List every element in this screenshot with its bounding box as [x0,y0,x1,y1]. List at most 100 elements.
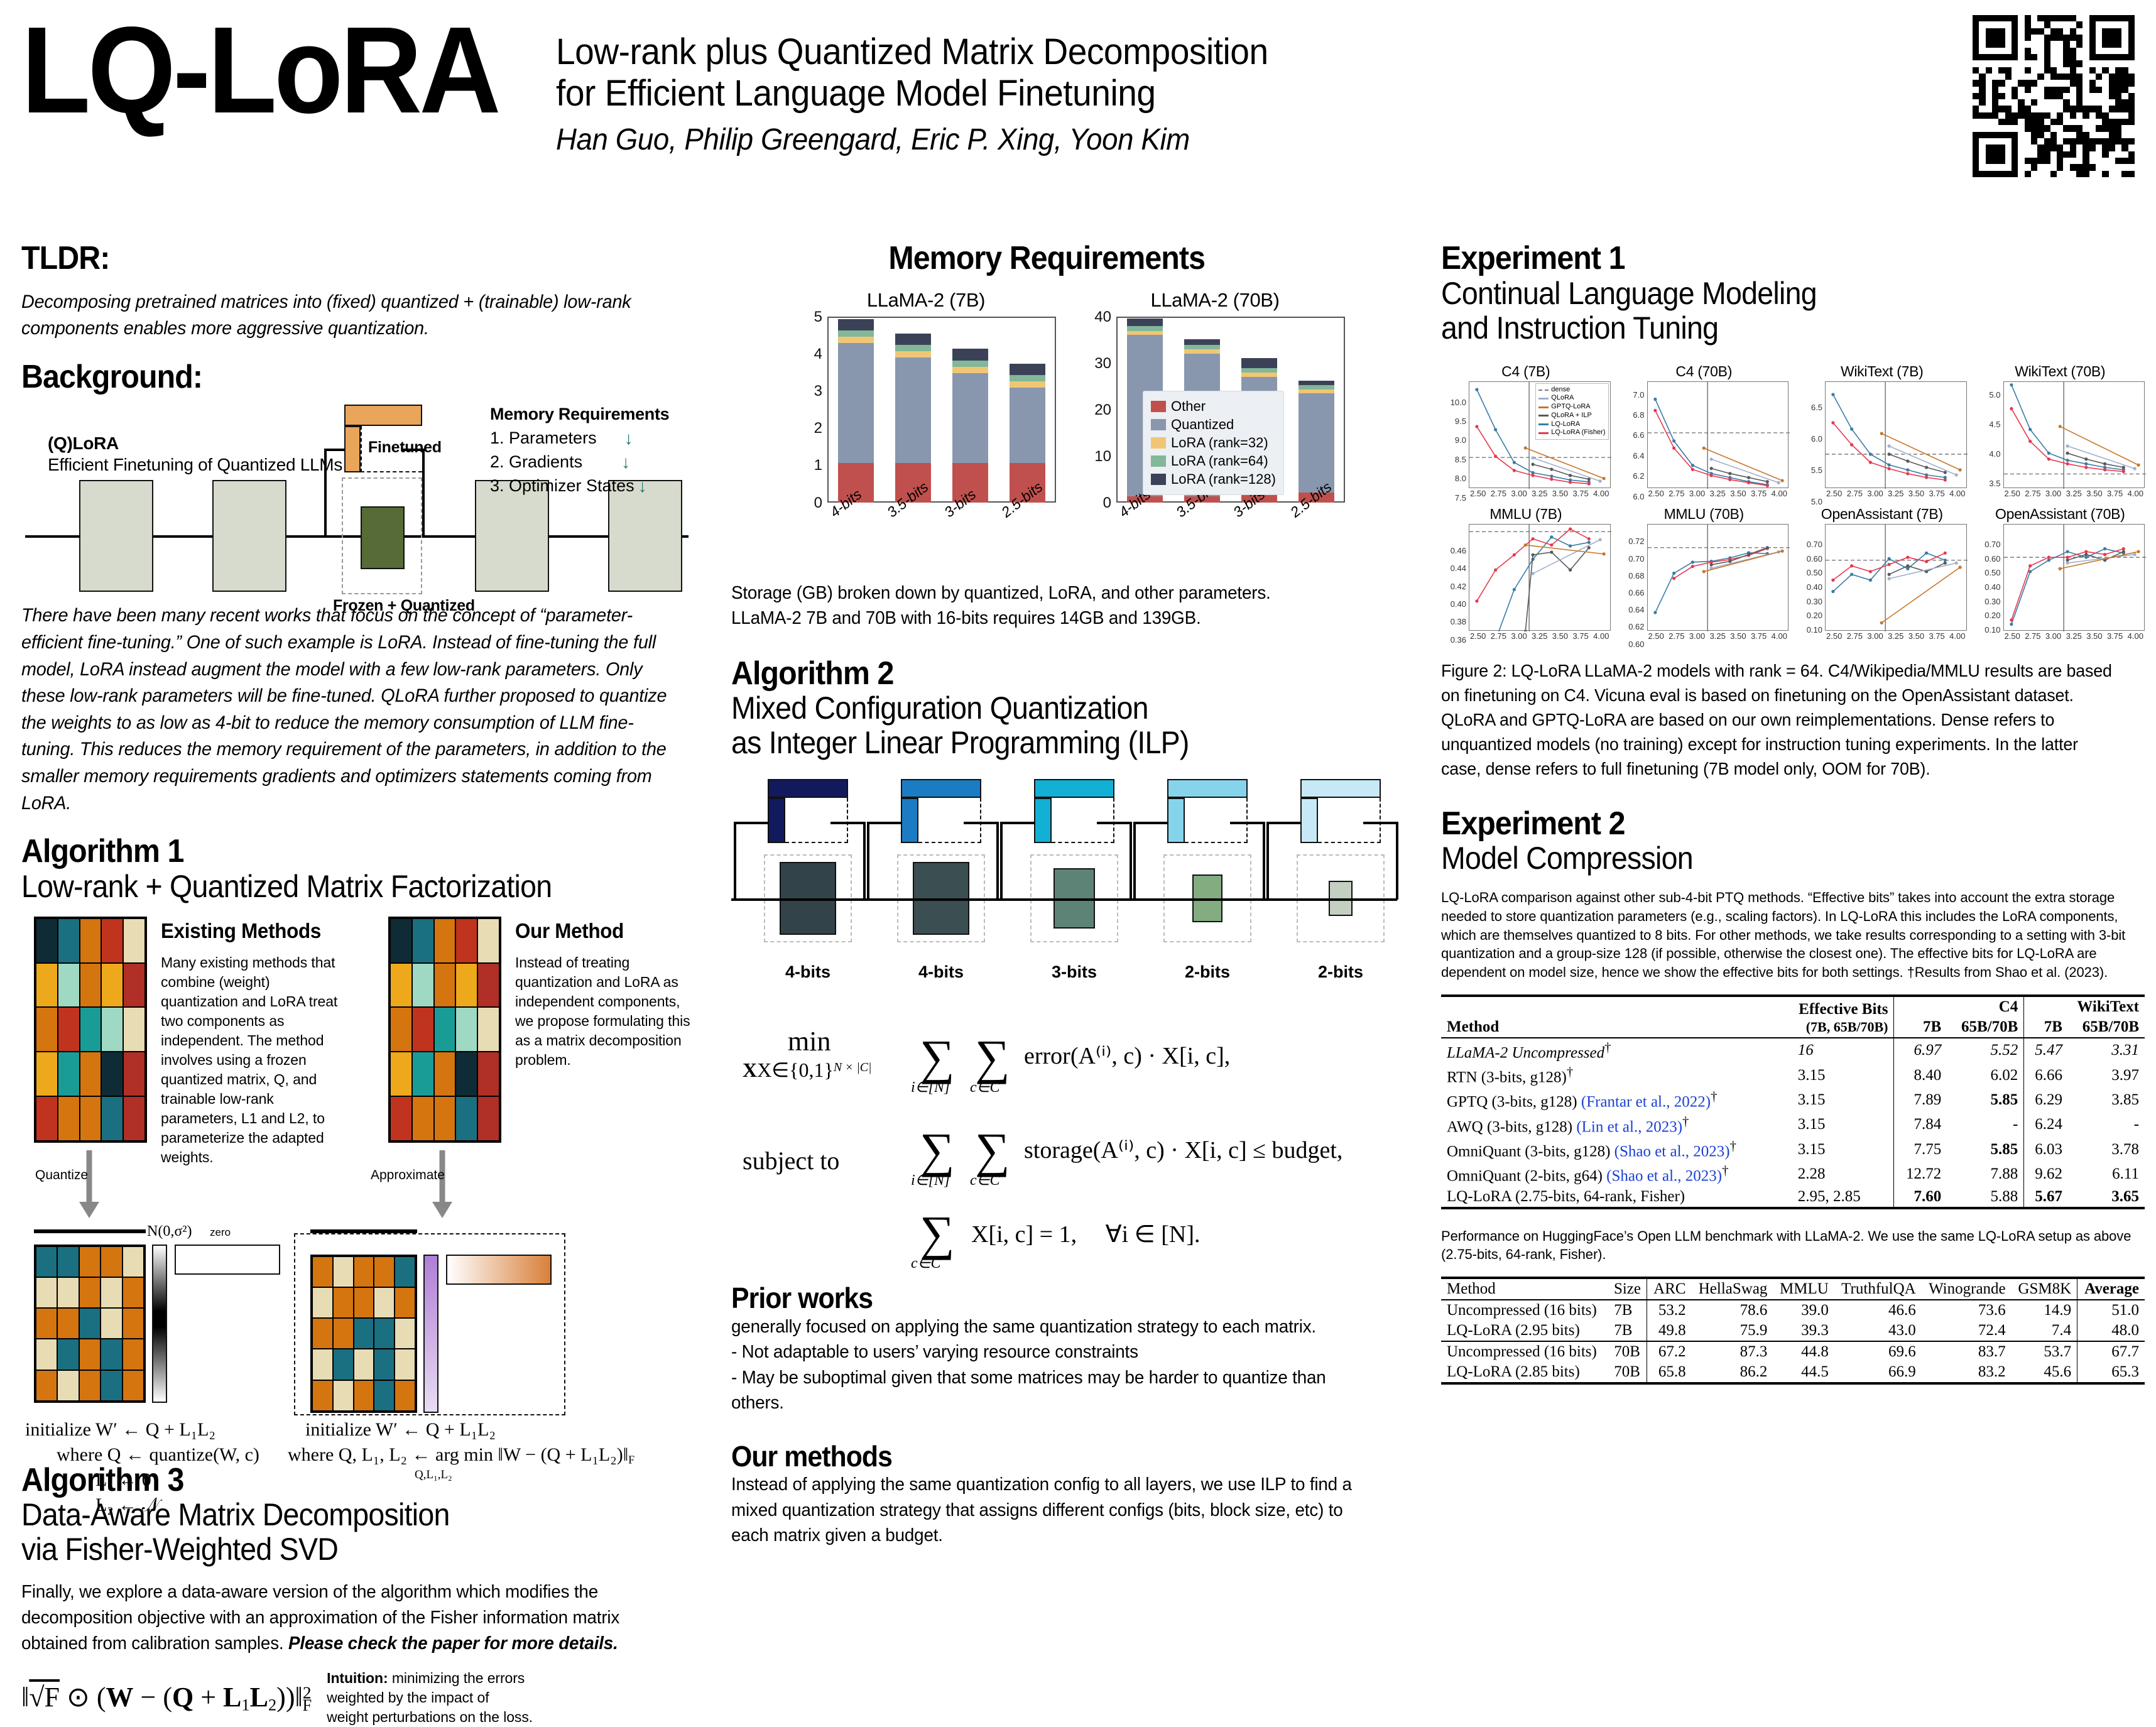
lora-b-gradient-bar [446,1254,552,1285]
prior-works-heading: Prior works [731,1282,873,1315]
ilp-sum-sub-c2: c∈C [970,1172,1000,1189]
bar-segment [952,373,988,464]
y-axis-tick: 0.46 [1450,545,1466,555]
y-axis-tick: 10.0 [1450,397,1466,407]
bar-segment [895,351,931,358]
experiment2-subheading: Model Compression [1441,841,1694,876]
quantized-matrix-left [34,1229,146,1233]
quantized-matrix-right [310,1229,417,1233]
y-axis-tick: 0.70 [1984,539,2001,549]
x-axis-tick: 3.50 [1552,488,1569,498]
left-column: TLDR: Decomposing pretrained matrices in… [21,241,725,1727]
y-axis-tick: 5.0 [1810,496,1822,506]
x-axis-tick: 3.75 [1750,631,1767,641]
eq-left-line3: L₁ ← 0 [95,1469,151,1490]
y-axis-tick: 0.40 [1806,582,1822,592]
bar-segment [952,360,988,367]
x-axis-tick: 4.00 [1949,631,1966,641]
algorithm1-heading: Algorithm 1 [21,833,184,870]
subplot-title: C4 (70B) [1675,362,1733,379]
algorithm3-paragraph: Finally, we explore a data-aware version… [21,1582,620,1653]
legend-item: QLoRA [1538,394,1605,403]
experiment1-subheading-line1: Continual Language Modeling [1441,275,1817,311]
y-axis-tick: 6.8 [1633,410,1645,420]
existing-methods-text: Many existing methods that combine (weig… [161,954,338,1166]
bar-segment [1298,493,1334,503]
y-axis-tick: 2 [814,420,822,437]
experiment1-subheading-line2: and Instruction Tuning [1441,310,1719,346]
eq-right-line2: where Q, L₁, L₂ ← arg min ‖W − (Q + L₁L₂… [288,1444,635,1466]
subplot-plot-area [1825,523,1968,631]
subplot-title: OpenAssistant (7B) [1821,505,1943,522]
experiment2-caption1: LQ-LoRA comparison against other sub-4-b… [1441,890,2126,980]
algorithm2-subheading-line2: as Integer Linear Programming (ILP) [731,725,1189,761]
bar-segment [952,349,988,361]
x-axis-tick: 3.75 [1929,488,1945,498]
y-axis-tick: 0.30 [1984,596,2001,606]
right-column: Experiment 1 Continual Language Modeling… [1435,241,2146,1727]
y-axis-tick: 3.5 [1989,479,2001,489]
y-axis-tick: 6.0 [1633,491,1645,501]
approximate-label: Approximate [371,1167,445,1182]
ilp-objective: error(A⁽ⁱ⁾, c) · X[i, c], [1024,1043,1231,1070]
ilp-formulation: min XX∈{0,1}N × |C| ∑ ∑ i∈[N] c∈C error(… [743,1026,1343,1272]
x-axis-tick: 3.50 [1552,631,1569,641]
y-axis-tick: 0.30 [1806,596,1822,606]
memory-req-item-gradients: 2. Gradients [490,452,583,472]
layer-block [212,480,286,592]
existing-methods-title: Existing Methods [161,918,321,942]
subplot-plot-area [2003,523,2146,631]
experiment2-heading: Experiment 2 [1441,805,1625,842]
experiment2-caption2: Performance on HuggingFace’s Open LLM be… [1441,1228,2132,1263]
poster-subtitle-line1: Low-rank plus Quantized Matrix Decomposi… [556,31,1268,72]
y-axis-tick: 7.0 [1633,390,1645,400]
legend-item: LoRA (rank=128) [1151,471,1276,488]
bar-stack [1298,380,1334,503]
lora-b-block [1034,779,1114,798]
y-axis-tick: 0.60 [1984,553,2001,564]
lora-a-block [344,426,361,473]
algorithm2-subheading-line1: Mixed Configuration Quantization [731,690,1149,726]
y-axis-tick: 4 [814,345,822,362]
bit-config-label: 4-bits [785,962,831,982]
x-axis-tick: 3.25 [1709,488,1726,498]
lora-b-block [1167,779,1248,798]
subplot-title: WikiText (70B) [2015,362,2106,379]
x-axis-tick: 2.75 [2025,488,2041,498]
lora-b-block [1300,779,1381,798]
y-axis-tick: 0.38 [1450,617,1466,627]
y-axis-tick: 8.0 [1454,474,1466,484]
x-axis-tick: 3.00 [1511,488,1527,498]
y-axis-tick: 0.70 [1806,539,1822,549]
x-axis-tick: 3.25 [1888,488,1904,498]
table-row: LQ-LoRA (2.95 bits) 7B 49.8 75.9 39.3 43.0 72.… [1441,1320,2145,1341]
table-row: LQ-LoRA (2.75-bits, 64-rank, Fisher) 2.95… [1441,1186,2145,1208]
y-axis-tick: 0.20 [1984,611,2001,621]
x-axis-tick: 3.00 [2045,631,2062,641]
ilp-min-domain: XX∈{0,1}N × |C| [743,1059,872,1082]
algorithm3-subheading-line1: Data-Aware Matrix Decomposition [21,1497,450,1533]
x-axis-tick: 3.25 [2066,631,2082,641]
x-axis-tick: 2.50 [1826,488,1843,498]
x-axis-tick: 3.50 [1730,488,1746,498]
x-axis-tick: 3.75 [1750,488,1767,498]
y-axis-tick: 0.66 [1628,588,1645,598]
x-axis-tick: 2.50 [1826,631,1843,641]
eq-right-argmin-sub: Q,L₁,L₂ [415,1468,452,1481]
poster-title-block: Low-rank plus Quantized Matrix Decomposi… [556,18,1956,157]
background-heading: Background: [21,358,203,395]
memory-req-title: Memory Requirements [490,405,670,424]
table-row: Uncompressed (16 bits) 70B 67.2 87.3 44.8 69.… [1441,1341,2145,1362]
table-row: RTN (3-bits, g128)† 3.15 8.40 6.02 6.66 3.97 [1441,1062,2145,1088]
y-axis-tick: 0.42 [1450,581,1466,591]
bar-segment [1241,358,1277,368]
y-axis-tick: 3 [814,383,822,400]
bar-segment [1184,349,1220,354]
bar-segment [1127,330,1163,335]
y-axis-tick: 0.60 [1806,553,1822,564]
bit-config-label: 2-bits [1318,962,1364,982]
y-axis-tick: 0.20 [1806,611,1822,621]
x-axis-tick: 3.50 [1730,631,1746,641]
poster-subtitle-line2: for Efficient Language Model Finetuning [556,72,1156,114]
memory-chart-70b: LLaMA-2 (70B) 0 10 20 30 40 4-bits 3.5-bits 3-b… [1080,289,1350,563]
